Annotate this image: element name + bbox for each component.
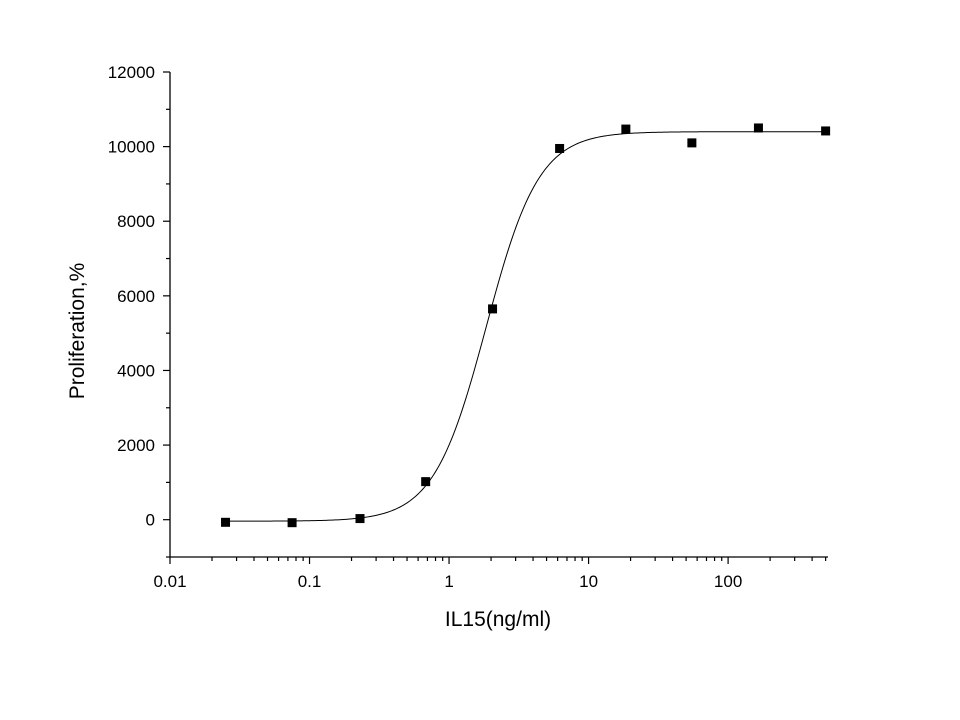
data-point <box>821 126 831 136</box>
x-tick-label: 100 <box>714 572 742 591</box>
x-tick-label: 0.01 <box>153 572 186 591</box>
data-point <box>687 138 697 148</box>
data-points <box>221 123 831 528</box>
data-point <box>753 123 763 133</box>
data-point <box>621 124 631 134</box>
y-tick-label: 8000 <box>117 212 155 231</box>
y-tick-label: 12000 <box>108 63 155 82</box>
x-tick-label: 10 <box>579 572 598 591</box>
x-tick-label: 0.1 <box>298 572 322 591</box>
y-tick-label: 4000 <box>117 361 155 380</box>
data-point <box>421 477 431 487</box>
axes <box>169 72 828 558</box>
x-axis-title: IL15(ng/ml) <box>445 608 551 631</box>
data-point <box>555 143 565 153</box>
fit-curve <box>225 131 826 522</box>
x-ticks: 0.01 0.1 1 10 100 <box>153 557 827 591</box>
y-tick-label: 0 <box>146 511 155 530</box>
x-tick-label: 1 <box>444 572 453 591</box>
data-point <box>221 517 231 527</box>
data-point <box>287 518 297 528</box>
y-tick-label: 10000 <box>108 138 155 157</box>
data-point <box>355 514 365 524</box>
y-ticks: 0 2000 4000 6000 8000 10000 12000 <box>108 63 170 558</box>
y-tick-label: 6000 <box>117 287 155 306</box>
y-axis-title: Proliferation,% <box>66 263 89 400</box>
data-point <box>488 304 498 314</box>
y-tick-label: 2000 <box>117 436 155 455</box>
